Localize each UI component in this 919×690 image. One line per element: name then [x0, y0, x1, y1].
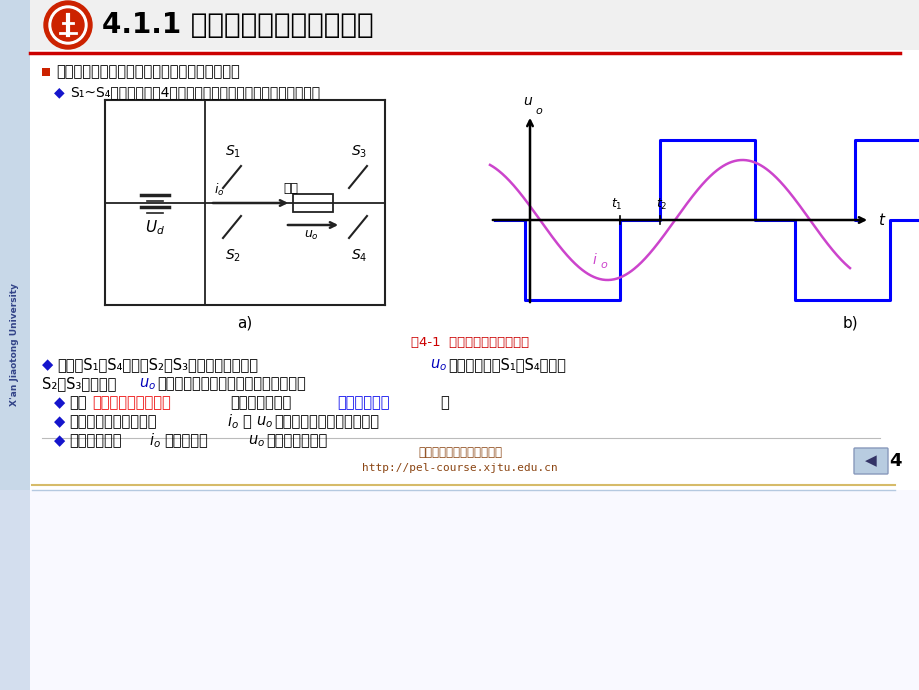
Text: $U_d$: $U_d$: [145, 219, 165, 237]
Text: $o$: $o$: [599, 260, 607, 270]
Text: b): b): [841, 315, 857, 331]
Text: S₂、S₃闭合时，: S₂、S₃闭合时，: [42, 377, 116, 391]
Text: ，波形也不同。: ，波形也不同。: [266, 433, 327, 448]
Circle shape: [44, 1, 92, 49]
Circle shape: [49, 6, 87, 44]
Text: $t_1$: $t_1$: [610, 197, 622, 212]
Text: $i_o$: $i_o$: [149, 432, 161, 451]
Text: 为负，这样就把直流电变成了交流电。: 为负，这样就把直流电变成了交流电。: [157, 377, 305, 391]
Text: 为正；当开关S₁、S₄断开，: 为正；当开关S₁、S₄断开，: [448, 357, 565, 373]
Text: 4.1.1 逆变电路的基本工作原理: 4.1.1 逆变电路的基本工作原理: [102, 11, 373, 39]
Bar: [0, 490, 919, 690]
Text: 阻感负载时，: 阻感负载时，: [69, 433, 121, 448]
Text: 两组开关的切换频率: 两组开关的切换频率: [92, 395, 171, 411]
Text: 负载: 负载: [283, 182, 298, 195]
Text: http://pel-course.xjtu.edu.cn: http://pel-course.xjtu.edu.cn: [362, 463, 557, 473]
Text: $i_o$: $i_o$: [214, 182, 224, 198]
Text: $S_3$: $S_3$: [351, 144, 367, 160]
Text: 以单相桥式逆变电路为例说明最基本的工作原理: 以单相桥式逆变电路为例说明最基本的工作原理: [56, 64, 240, 79]
Text: $t$: $t$: [877, 212, 886, 228]
FancyBboxPatch shape: [853, 448, 887, 474]
Text: $i_o$: $i_o$: [227, 413, 239, 431]
Text: $t_2$: $t_2$: [655, 197, 667, 212]
Text: ◀: ◀: [864, 453, 876, 469]
Text: ，即可改变输出: ，即可改变输出: [230, 395, 291, 411]
Text: 和: 和: [242, 415, 251, 429]
Text: 交流电的频率: 交流电的频率: [336, 395, 389, 411]
Text: 图4-1  逆变电路及其波形举例: 图4-1 逆变电路及其波形举例: [411, 337, 528, 350]
Text: 西安交通大学电力电子技术: 西安交通大学电力电子技术: [417, 446, 502, 460]
Bar: [292, 194, 333, 212]
Text: 电阻负载时，负载电流: 电阻负载时，负载电流: [69, 415, 156, 429]
Text: $i$: $i$: [591, 252, 597, 267]
Text: ◆: ◆: [54, 433, 65, 448]
Circle shape: [52, 9, 84, 41]
Text: S₁~S₄是桥式电路的4个臂，由电力电子器件及辅助电路组成。: S₁~S₄是桥式电路的4个臂，由电力电子器件及辅助电路组成。: [70, 85, 320, 99]
Text: $u$: $u$: [522, 94, 532, 108]
Text: ◆: ◆: [54, 395, 65, 411]
Text: 当开关S₁、S₄闭合，S₂、S₃断开时，负载电压: 当开关S₁、S₄闭合，S₂、S₃断开时，负载电压: [57, 357, 257, 373]
Text: $u_o$: $u_o$: [429, 357, 447, 373]
Text: ◆: ◆: [54, 85, 64, 99]
Text: $o$: $o$: [535, 106, 543, 116]
Text: 的波形相同，相位也相同。: 的波形相同，相位也相同。: [274, 415, 379, 429]
Text: $u_o$: $u_o$: [248, 433, 265, 449]
Text: 。: 。: [439, 395, 448, 411]
Text: $S_1$: $S_1$: [225, 144, 241, 160]
Text: 4: 4: [888, 452, 901, 470]
Text: X'an Jiaotong University: X'an Jiaotong University: [10, 284, 19, 406]
Bar: [42, 68, 50, 76]
Bar: [0, 0, 30, 690]
Text: ◆: ◆: [54, 415, 65, 429]
Text: $u_o$: $u_o$: [303, 229, 318, 242]
Text: 相位滞后于: 相位滞后于: [164, 433, 208, 448]
Text: ◆: ◆: [42, 357, 53, 373]
Text: $S_2$: $S_2$: [225, 248, 241, 264]
Text: $u_o$: $u_o$: [139, 376, 156, 392]
Text: $S_4$: $S_4$: [351, 248, 367, 264]
Text: $u_o$: $u_o$: [255, 414, 273, 430]
Bar: [30, 55, 919, 660]
Text: a): a): [237, 315, 253, 331]
Text: 改变: 改变: [69, 395, 86, 411]
Bar: [30, 0, 919, 50]
